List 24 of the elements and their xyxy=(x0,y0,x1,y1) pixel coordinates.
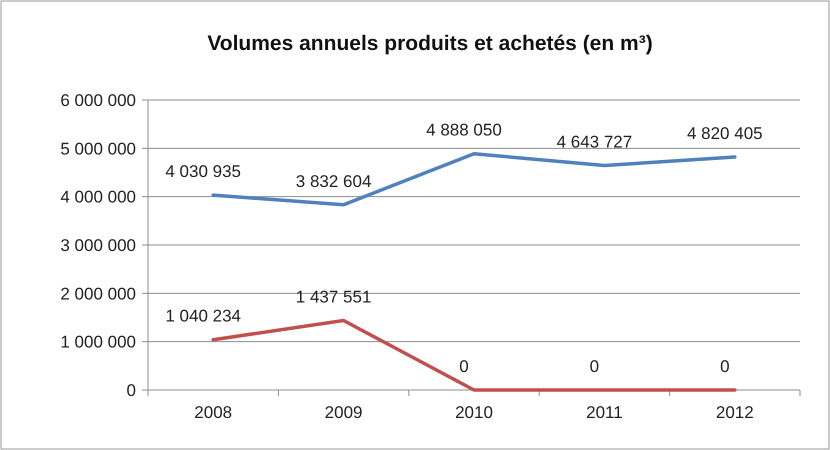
y-tick-label: 2 000 000 xyxy=(60,284,136,304)
y-tick-label: 5 000 000 xyxy=(60,139,136,158)
y-tick-label: 6 000 000 xyxy=(60,90,136,110)
data-label: 4 820 405 xyxy=(686,124,763,144)
x-tick-label: 2009 xyxy=(324,403,363,422)
data-label: 4 030 935 xyxy=(165,162,242,182)
y-tick-label: 4 000 000 xyxy=(60,188,136,207)
x-tick-label: 2010 xyxy=(455,403,493,422)
chart-title: Volumes annuels produits et achetés (en m³) xyxy=(207,32,653,55)
data-label: 4 888 050 xyxy=(426,120,502,140)
data-label: 1 437 551 xyxy=(296,288,372,307)
x-tick-label: 2012 xyxy=(716,403,754,422)
line-series xyxy=(211,152,737,207)
y-tick-label: 1 000 000 xyxy=(60,332,136,352)
y-tick-label: 0 xyxy=(126,380,136,400)
data-label: 1 040 234 xyxy=(165,306,242,326)
data-label: 4 643 727 xyxy=(556,132,632,152)
data-label: 0 xyxy=(720,357,730,376)
data-label: 3 832 604 xyxy=(296,172,372,191)
x-tick-label: 2011 xyxy=(586,403,623,422)
x-tick-label: 2008 xyxy=(194,403,232,422)
data-label: 0 xyxy=(459,357,469,376)
data-label: 0 xyxy=(590,357,600,376)
y-tick-label: 3 000 000 xyxy=(60,236,136,255)
